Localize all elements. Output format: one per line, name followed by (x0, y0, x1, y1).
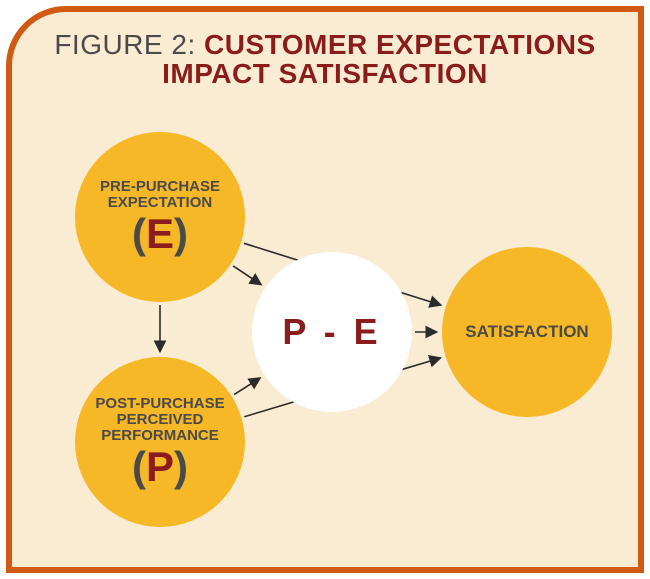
node-performance-letter: (P) (132, 446, 188, 488)
node-center-text: P - E (282, 311, 381, 353)
node-performance: POST-PURCHASE PERCEIVED PERFORMANCE (P) (75, 357, 245, 527)
diagram-frame: FIGURE 2: CUSTOMER EXPECTATIONS IMPACT S… (6, 6, 644, 573)
node-expectation-label: PRE-PURCHASE EXPECTATION (100, 179, 220, 211)
title-line2: IMPACT SATISFACTION (162, 58, 488, 89)
node-performance-label: POST-PURCHASE PERCEIVED PERFORMANCE (95, 396, 224, 443)
node-expectation: PRE-PURCHASE EXPECTATION (E) (75, 132, 245, 302)
node-center: P - E (252, 252, 412, 412)
node-expectation-letter: (E) (132, 213, 188, 255)
figure-title: FIGURE 2: CUSTOMER EXPECTATIONS IMPACT S… (12, 30, 638, 89)
node-satisfaction-label: SATISFACTION (465, 323, 588, 341)
title-line1: CUSTOMER EXPECTATIONS (204, 29, 596, 60)
node-satisfaction: SATISFACTION (442, 247, 612, 417)
title-prefix: FIGURE 2: (54, 29, 204, 60)
